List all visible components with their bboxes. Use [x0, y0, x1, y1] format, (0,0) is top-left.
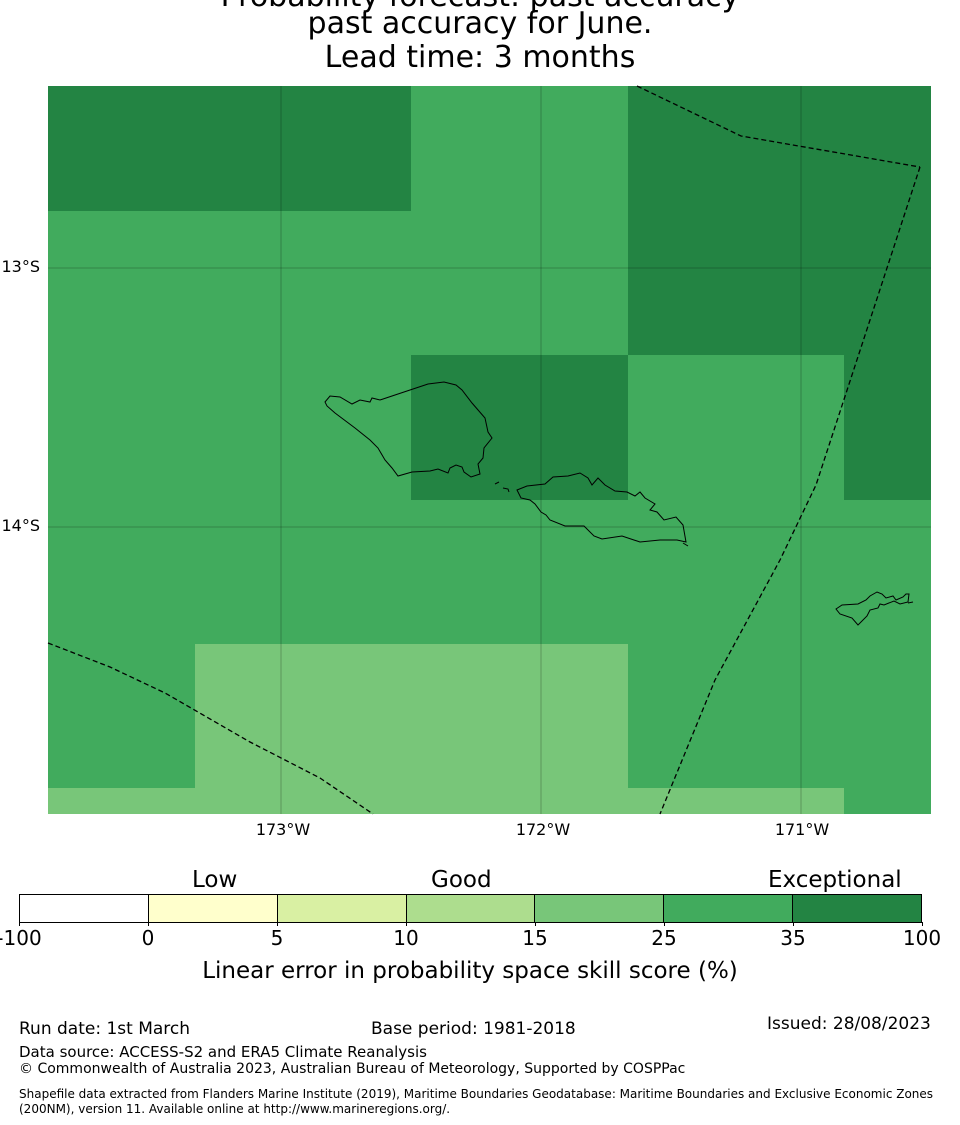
grid-cell-center-high [411, 355, 628, 500]
legend-category-low: Low [192, 867, 238, 893]
colorbar-segment [148, 895, 278, 922]
colorbar-tick-label: -100 [0, 926, 42, 950]
aunuu-islet [907, 601, 914, 604]
eez-boundary-east [659, 166, 921, 815]
colorbar-tick-mark [406, 922, 407, 926]
colorbar-segment [535, 895, 665, 922]
eez-boundary-north [636, 85, 921, 168]
map-title-line2: past accuracy for June. [307, 6, 653, 41]
colorbar-tick-mark [664, 922, 665, 926]
shapefile-credit: Shapefile data extracted from Flanders M… [19, 1087, 934, 1116]
colorbar-segment [406, 895, 536, 922]
colorbar-label: Linear error in probability space skill … [202, 958, 738, 984]
colorbar-tick-mark [148, 922, 149, 926]
lon-label-171w: 171°W [774, 820, 830, 839]
map-title-line3: Lead time: 3 months [324, 40, 636, 75]
colorbar-tick-label: 15 [522, 926, 548, 950]
map-title-line1: Probability forecast: past accuracy [0, 0, 960, 14]
run-date: Run date: 1st March [19, 1019, 191, 1039]
copyright-notice: © Commonwealth of Australia 2023, Austra… [19, 1061, 686, 1077]
manono-islet [494, 481, 500, 485]
apolima-islet [502, 487, 510, 493]
base-period: Base period: 1981-2018 [371, 1019, 576, 1039]
graticule [48, 86, 931, 814]
colorbar-tick-label: 10 [393, 926, 419, 950]
issued-date: Issued: 28/08/2023 [767, 1014, 931, 1034]
legend-category-good: Good [431, 867, 492, 893]
lon-label-173w: 173°W [255, 820, 311, 839]
savaii-coastline [324, 381, 493, 478]
skill-colorbar [19, 894, 922, 923]
data-source: Data source: ACCESS-S2 and ERA5 Climate … [19, 1043, 427, 1061]
colorbar-segment [664, 895, 794, 922]
colorbar-tick-label: 100 [902, 926, 942, 950]
lat-label-13s: 13°S [1, 257, 40, 276]
skill-map [47, 85, 931, 815]
colorbar-tick-label: 5 [270, 926, 284, 950]
tutuila-coastline [835, 591, 910, 626]
grid-cell-ne-high [628, 86, 931, 355]
colorbar-tick-mark [793, 922, 794, 926]
colorbar-tick-label: 25 [651, 926, 677, 950]
colorbar-tick-label: 35 [780, 926, 806, 950]
grid-cell-sw-mid [48, 788, 195, 814]
lon-label-172w: 172°W [515, 820, 571, 839]
colorbar-segment [20, 895, 149, 922]
grid-cell-se-mid [628, 788, 844, 814]
colorbar-segment [793, 895, 922, 922]
upolu-tip [682, 542, 689, 547]
eez-boundary-southwest [47, 642, 374, 815]
skill-grid [48, 86, 931, 814]
coastlines [324, 381, 914, 626]
colorbar-tick-mark [535, 922, 536, 926]
colorbar-tick-mark [19, 922, 20, 926]
colorbar-tick-mark [922, 922, 923, 926]
grid-cell-east-high [844, 355, 931, 500]
grid-cell-nw-high [48, 86, 411, 211]
grid-cell-south-mid [195, 644, 628, 814]
colorbar-tick-mark [277, 922, 278, 926]
lat-label-14s: 14°S [1, 516, 40, 535]
legend-category-exceptional: Exceptional [768, 867, 902, 893]
upolu-coastline [516, 472, 687, 543]
colorbar-segment [277, 895, 407, 922]
maritime-boundaries [47, 85, 921, 815]
colorbar-tick-label: 0 [141, 926, 155, 950]
